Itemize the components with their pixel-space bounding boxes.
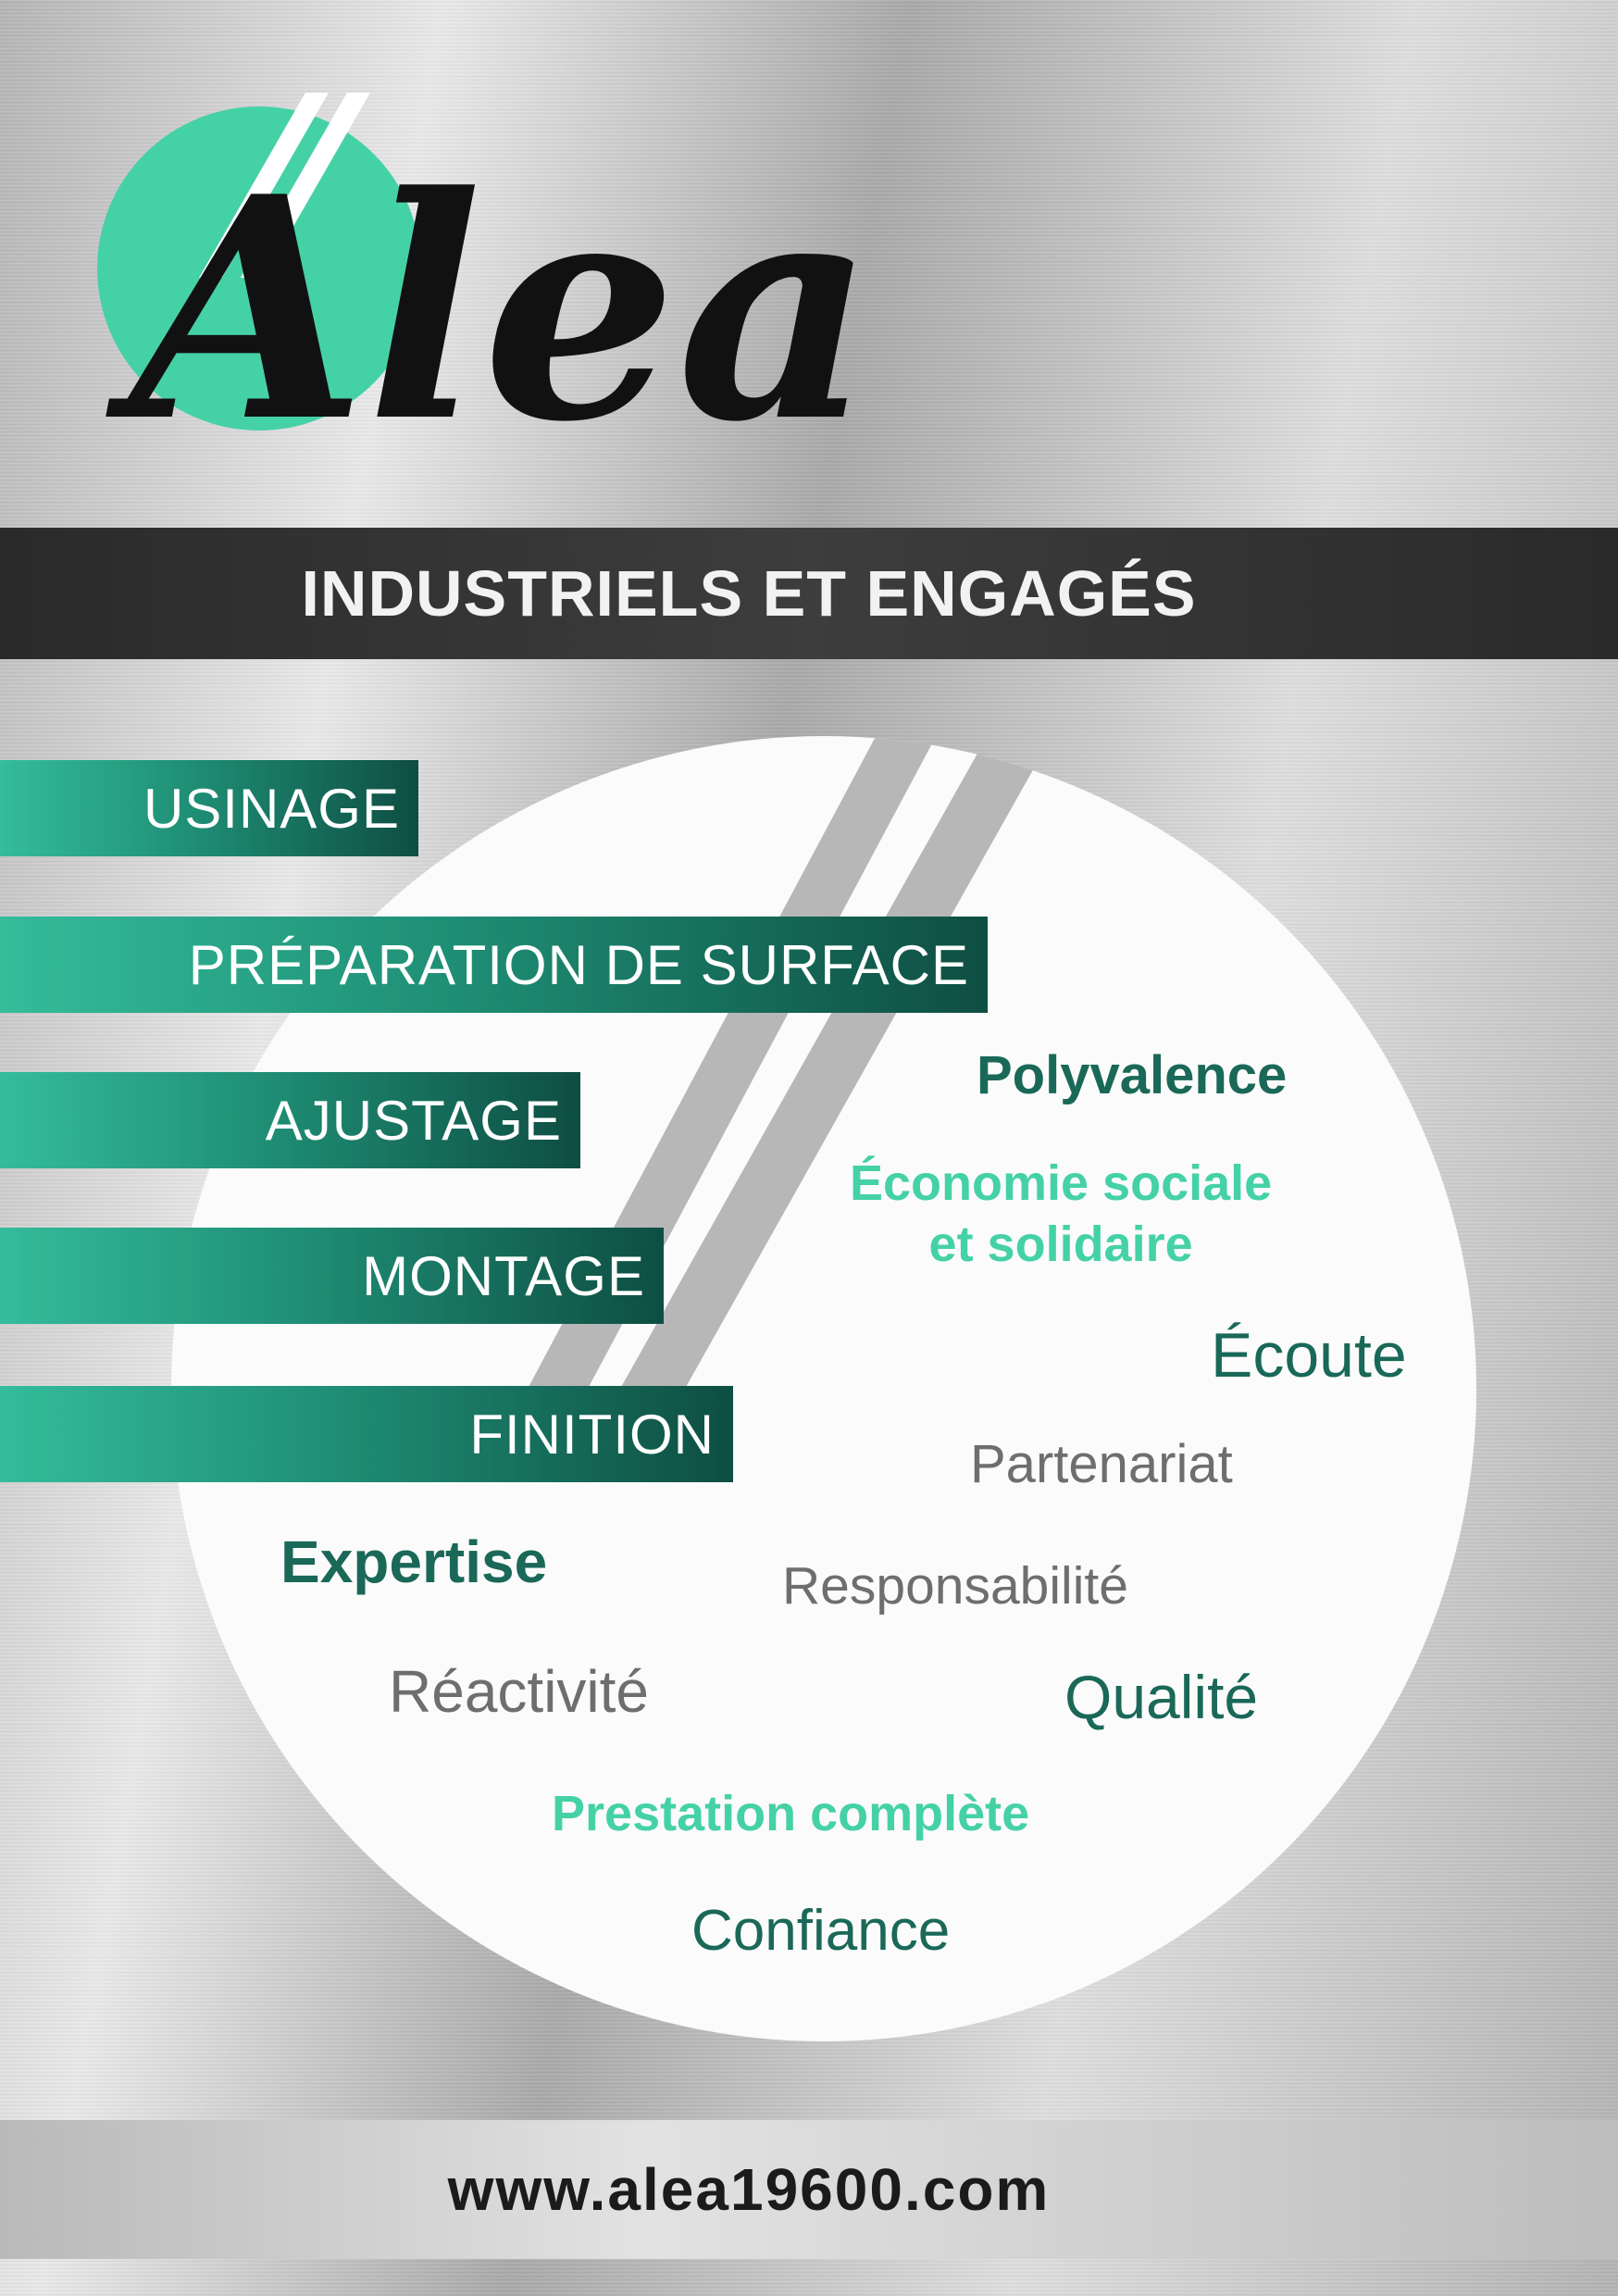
service-ajustage: AJUSTAGE — [0, 1072, 580, 1168]
tagline-band: INDUSTRIELS ET ENGAGÉS — [0, 528, 1618, 659]
value-confiance: Confiance — [691, 1899, 951, 1963]
logo-stripe-1 — [199, 93, 329, 278]
footer-band: www.alea19600.com — [0, 2120, 1618, 2259]
service-finition: FINITION — [0, 1386, 733, 1482]
alea-logo: Alea — [97, 93, 875, 489]
value-ecoute: Écoute — [1211, 1320, 1407, 1391]
logo-wordmark: Alea — [106, 130, 875, 489]
value-qualite: Qualité — [1064, 1663, 1259, 1731]
value-expertise: Expertise — [280, 1529, 548, 1595]
value-prestation-complete: Prestation complète — [552, 1786, 1030, 1841]
service-usinage: USINAGE — [0, 760, 418, 856]
value-partenariat: Partenariat — [970, 1434, 1233, 1494]
tagline: INDUSTRIELS ET ENGAGÉS — [301, 557, 1197, 630]
service-preparation-de-surface: PRÉPARATION DE SURFACE — [0, 917, 988, 1013]
value-responsabilite: Responsabilité — [782, 1556, 1128, 1616]
value-economie-line2: et solidaire — [928, 1217, 1193, 1272]
value-economie-line1: Économie sociale — [850, 1155, 1273, 1211]
value-reactivite: Réactivité — [389, 1658, 649, 1725]
circle-cut-band-2 — [620, 736, 1060, 1389]
website-url: www.alea19600.com — [447, 2156, 1051, 2223]
value-economie-sociale: Économie sociale et solidaire — [850, 1153, 1272, 1275]
logo-stripe-2 — [241, 93, 370, 278]
value-polyvalence: Polyvalence — [977, 1045, 1288, 1105]
circle-cut-band-1 — [528, 736, 953, 1389]
service-montage: MONTAGE — [0, 1228, 664, 1324]
